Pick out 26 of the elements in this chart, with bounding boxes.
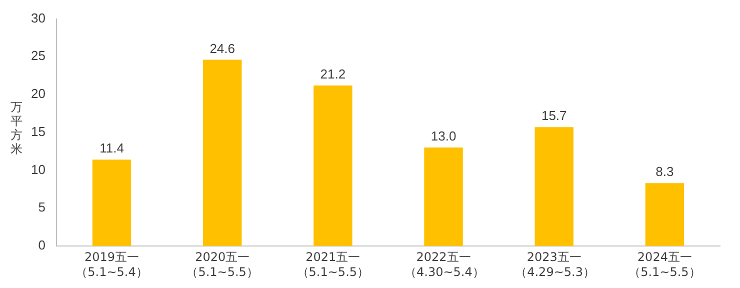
data-label: 11.4: [100, 140, 124, 156]
x-tick-label: 2021五一（5.1~5.5）: [296, 250, 370, 280]
y-tick-label: 20: [30, 86, 46, 102]
x-tick-label: 2023五一（4.29~5.3）: [515, 250, 595, 280]
data-label: 15.7: [541, 108, 567, 124]
y-axis-title: 万平方米: [10, 100, 23, 156]
y-tick-label: 5: [38, 200, 46, 215]
data-label: 24.6: [210, 40, 235, 56]
bar: [534, 127, 574, 246]
bar: [645, 183, 684, 246]
bar: [202, 60, 242, 246]
bar: [424, 148, 463, 246]
x-tick-label: 2020五一（5.1~5.5）: [185, 250, 260, 280]
x-tick-label: 2022五一（4.30~5.4）: [404, 250, 484, 280]
y-tick-label: 15: [30, 124, 46, 139]
data-label: 21.2: [320, 66, 346, 82]
y-tick-label: 0: [38, 238, 46, 253]
data-label: 8.3: [656, 164, 674, 180]
y-tick-label: 10: [30, 162, 46, 177]
x-tick-label: 2024五一（5.1~5.5）: [628, 250, 702, 280]
y-tick-label: 30: [30, 10, 46, 26]
bar: [92, 160, 132, 246]
y-tick-label: 25: [30, 48, 46, 64]
bar: [314, 85, 352, 246]
x-tick-label: 2019五一（5.1~5.4）: [74, 250, 149, 280]
data-label: 13.0: [430, 128, 456, 144]
